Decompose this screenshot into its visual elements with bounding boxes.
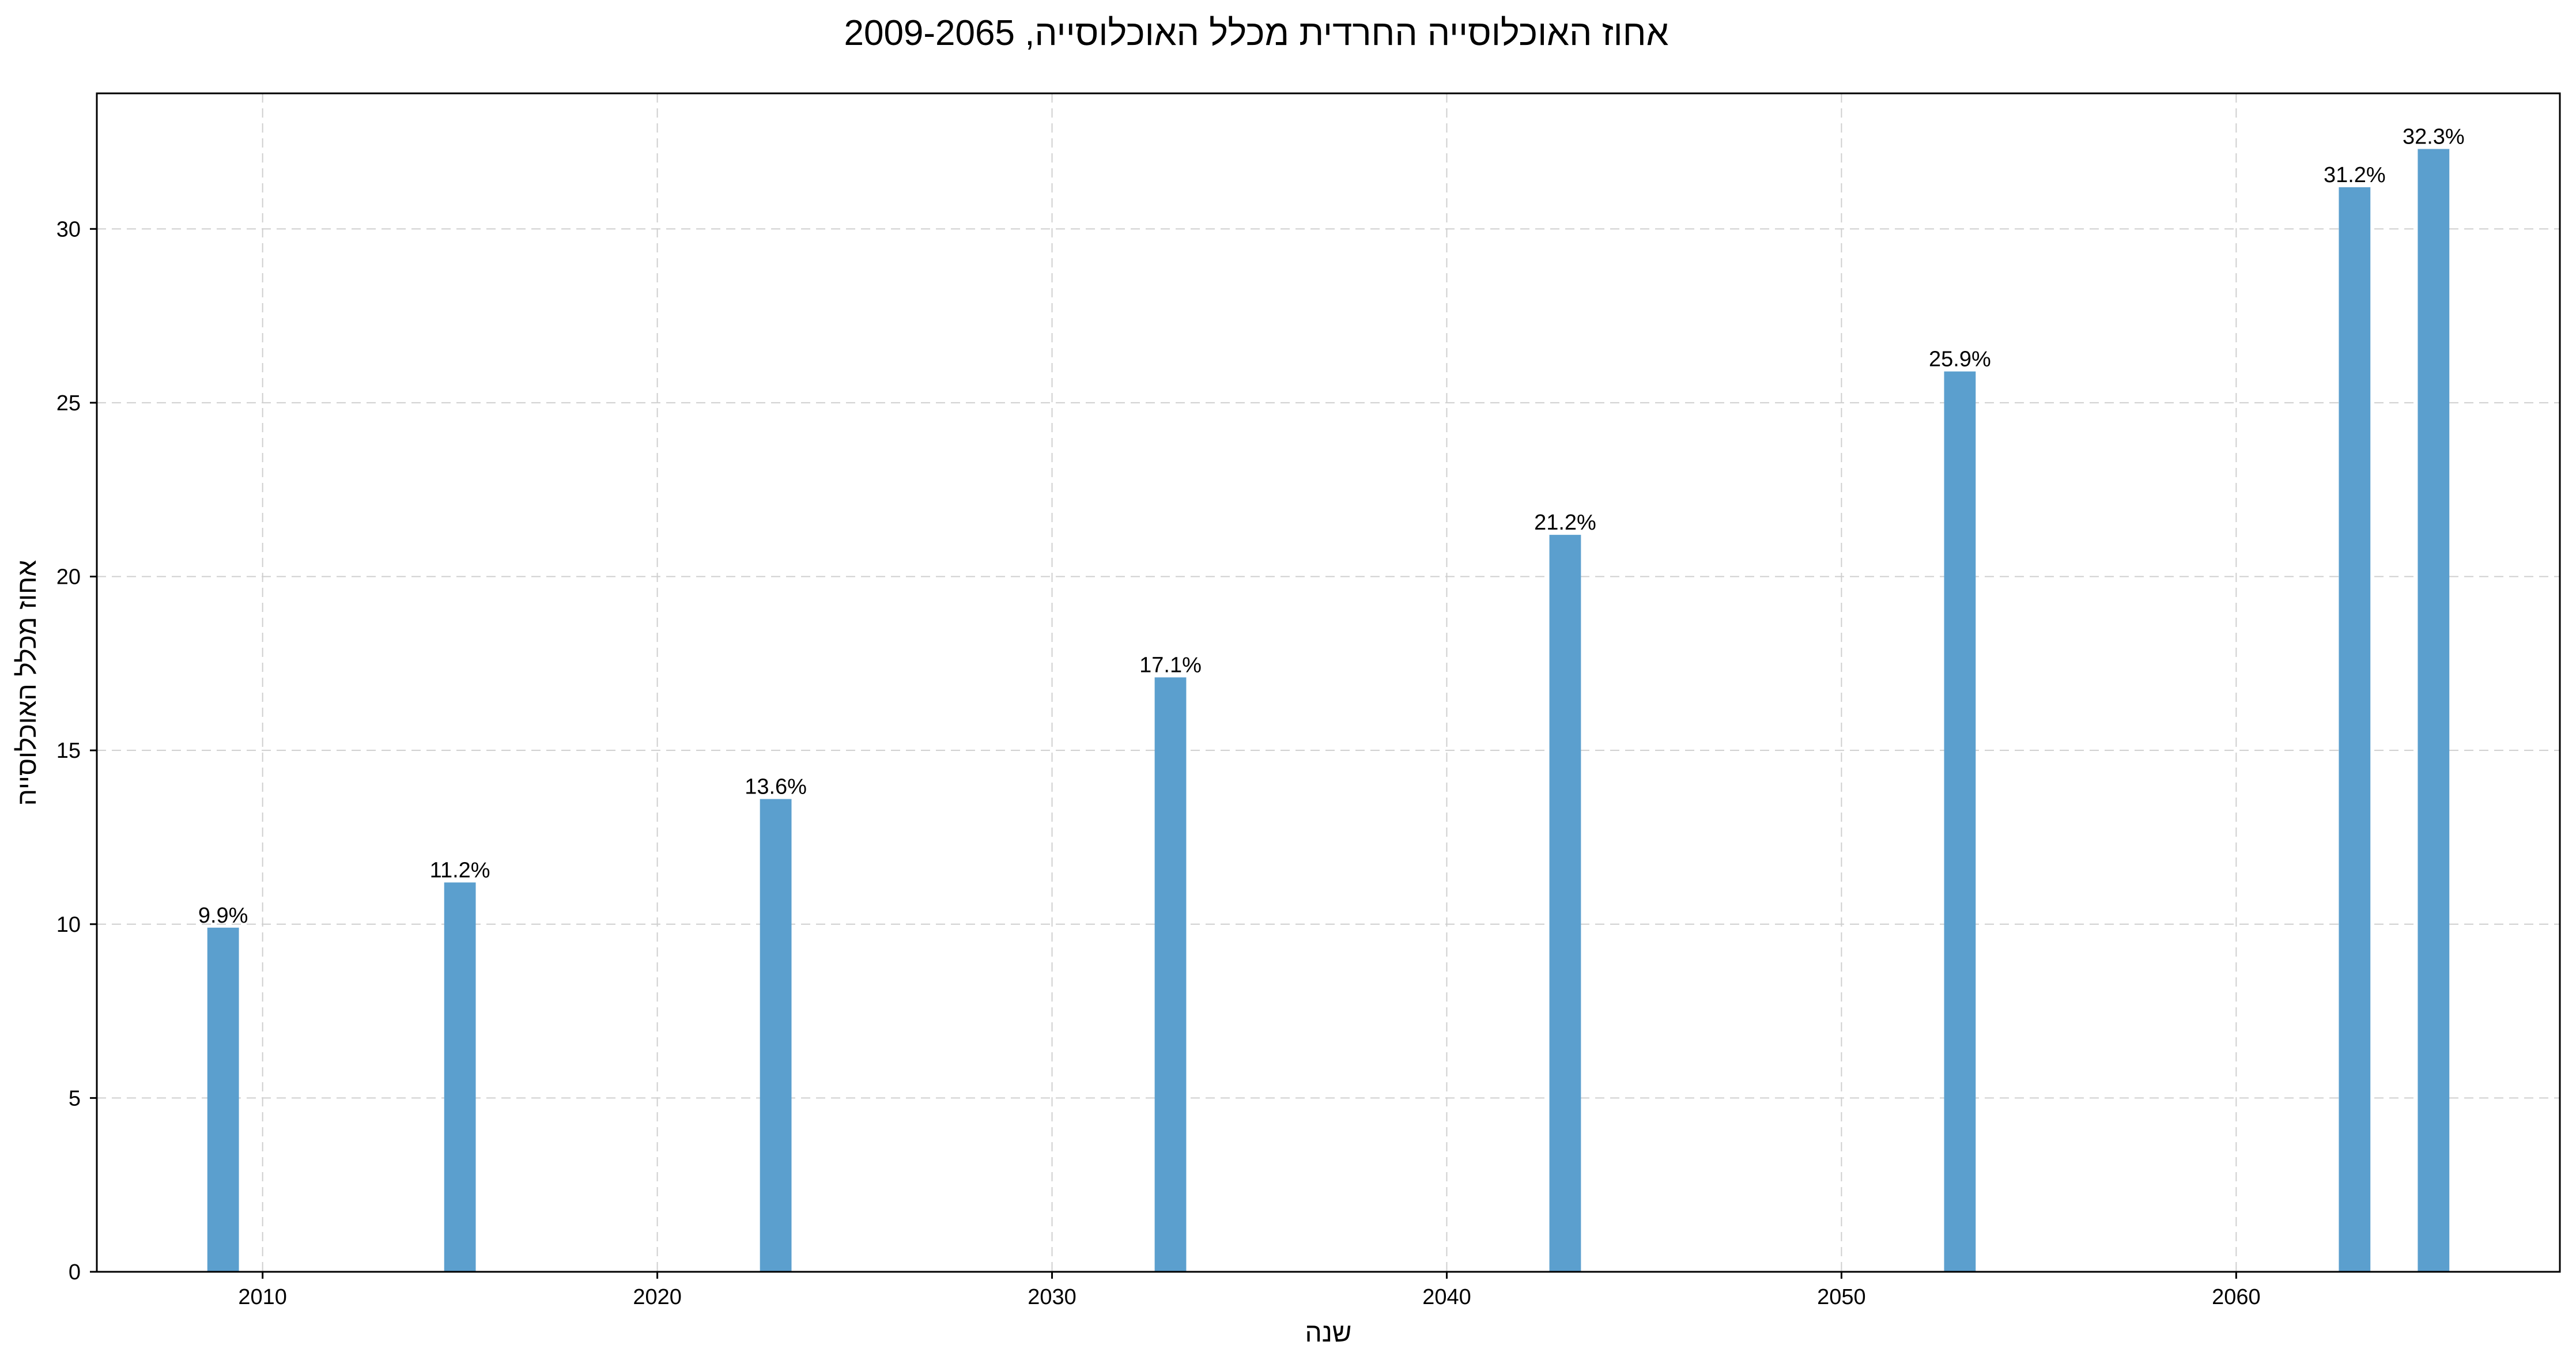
bar — [207, 927, 239, 1272]
bar-value-label: 17.1% — [1139, 653, 1202, 677]
y-axis-label: אחוז מכלל האוכלוסייה — [12, 560, 41, 806]
bar-value-label: 13.6% — [745, 775, 807, 799]
y-tick-label: 20 — [56, 565, 81, 590]
bar — [1944, 371, 1976, 1272]
plot-frame — [96, 92, 2561, 1273]
bar-value-label: 31.2% — [2324, 163, 2386, 187]
bar — [444, 882, 476, 1272]
y-axis-ticks: 0 5 10 15 20 25 30 — [56, 217, 97, 1284]
y-tick-label: 25 — [56, 391, 81, 415]
bar-value-label: 25.9% — [1929, 347, 1991, 372]
bar — [1154, 677, 1187, 1272]
data-labels: 9.9% 11.2% 13.6% 17.1% 21.2% 25.9% 31.2% 32.3% — [198, 125, 2465, 928]
bar — [2418, 149, 2450, 1272]
chart-title: אחוז האוכלוסייה החרדית מכלל האוכלוסייה, … — [844, 13, 1668, 53]
bar — [760, 799, 792, 1272]
y-tick-label: 5 — [69, 1086, 81, 1110]
x-tick-label: 2050 — [1817, 1285, 1866, 1309]
bar — [2339, 187, 2371, 1272]
bar — [1549, 535, 1581, 1272]
y-tick-label: 15 — [56, 739, 81, 763]
bar-value-label: 11.2% — [430, 858, 490, 882]
y-tick-label: 0 — [69, 1260, 81, 1284]
x-axis-ticks: 2010 2020 2030 2040 2050 2060 — [238, 1272, 2261, 1309]
bar-value-label: 21.2% — [1534, 511, 1596, 535]
x-tick-label: 2060 — [2212, 1285, 2261, 1309]
x-tick-label: 2040 — [1422, 1285, 1471, 1309]
x-axis-label: שנה — [1305, 1317, 1352, 1347]
y-tick-label: 10 — [56, 913, 81, 937]
x-tick-label: 2030 — [1028, 1285, 1077, 1309]
bars — [207, 149, 2450, 1272]
y-tick-label: 30 — [56, 217, 81, 241]
x-tick-label: 2020 — [633, 1285, 682, 1309]
x-tick-label: 2010 — [238, 1285, 287, 1309]
bar-value-label: 32.3% — [2403, 125, 2465, 149]
bar-value-label: 9.9% — [198, 904, 248, 928]
